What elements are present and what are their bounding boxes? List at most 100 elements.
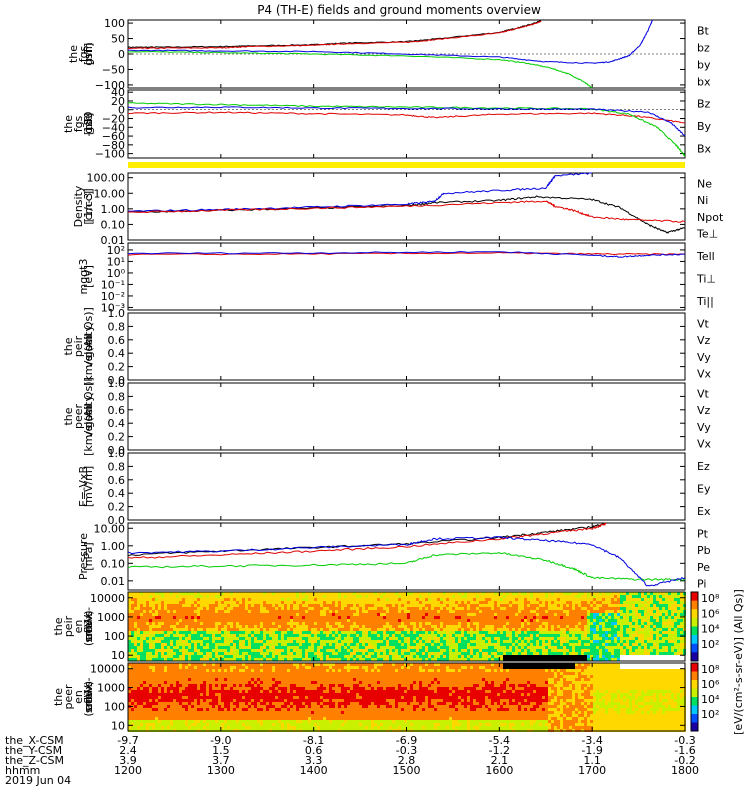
heat-cell: [488, 607, 491, 610]
heat-cell: [236, 616, 239, 619]
heat-cell: [680, 625, 683, 628]
heat-cell: [278, 604, 281, 607]
heat-cell: [479, 652, 482, 655]
heat-cell: [266, 649, 269, 652]
heat-cell: [404, 649, 407, 652]
heat-cell: [143, 666, 146, 669]
heat-cell: [632, 622, 635, 625]
heat-cell: [236, 663, 239, 666]
heat-cell: [476, 610, 479, 613]
heat-cell: [620, 628, 623, 631]
heat-cell: [653, 655, 656, 658]
heat-cell: [329, 631, 332, 634]
heat-cell: [407, 637, 410, 640]
heat-cell: [314, 613, 317, 616]
heat-cell: [602, 622, 605, 625]
heat-cell: [479, 595, 482, 598]
heat-cell: [239, 640, 242, 643]
heat-cell: [572, 666, 575, 669]
panel-frame: [127, 522, 686, 591]
heat-cell: [260, 666, 263, 669]
legend-Vz: Vz: [697, 334, 711, 347]
heat-cell: [194, 666, 197, 669]
heat-cell: [338, 607, 341, 610]
heat-cell: [344, 658, 347, 661]
heat-cell: [212, 628, 215, 631]
heat-cell: [671, 625, 674, 628]
heat-cell: [173, 598, 176, 601]
heat-cell: [434, 640, 437, 643]
heat-cell: [167, 604, 170, 607]
heat-cell: [488, 601, 491, 604]
heat-cell: [677, 652, 680, 655]
heat-cell: [257, 622, 260, 625]
heat-cell: [566, 658, 569, 661]
heat-cell: [437, 613, 440, 616]
heat-cell: [266, 658, 269, 661]
heat-cell: [317, 598, 320, 601]
heat-cell: [497, 610, 500, 613]
heat-cell: [350, 652, 353, 655]
heat-cell: [266, 595, 269, 598]
heat-cell: [533, 598, 536, 601]
heat-cell: [671, 613, 674, 616]
heat-cell: [659, 652, 662, 655]
heat-cell: [476, 643, 479, 646]
heat-cell: [620, 655, 623, 658]
heat-cell: [455, 598, 458, 601]
heat-cell: [578, 652, 581, 655]
heat-cell: [326, 655, 329, 658]
heat-cell: [224, 628, 227, 631]
heat-cell: [323, 601, 326, 604]
heat-cell: [197, 643, 200, 646]
heat-cell: [371, 643, 374, 646]
heat-cell: [560, 628, 563, 631]
heat-cell: [242, 607, 245, 610]
heat-cell: [575, 622, 578, 625]
heat-cell: [482, 595, 485, 598]
heat-cell: [311, 622, 314, 625]
heat-cell: [575, 666, 578, 669]
heat-cell: [185, 598, 188, 601]
heat-cell: [164, 613, 167, 616]
heat-cell: [494, 663, 497, 666]
heat-cell: [293, 607, 296, 610]
heat-cell: [233, 649, 236, 652]
heat-cell: [413, 592, 416, 595]
heat-cell: [191, 643, 194, 646]
heat-cell: [287, 595, 290, 598]
heat-cell: [389, 666, 392, 669]
heat-cell: [284, 663, 287, 666]
heat-cell: [536, 643, 539, 646]
heat-cell: [230, 598, 233, 601]
heat-cell: [311, 631, 314, 634]
heat-cell: [653, 613, 656, 616]
series-Pb: [127, 522, 607, 559]
heat-cell: [350, 595, 353, 598]
heat-cell: [260, 610, 263, 613]
heat-cell: [428, 607, 431, 610]
heat-cell: [131, 634, 134, 637]
heat-cell: [569, 637, 572, 640]
heat-cell: [362, 622, 365, 625]
heat-cell: [416, 646, 419, 649]
heat-cell: [461, 646, 464, 649]
heat-cell: [545, 634, 548, 637]
heat-cell: [533, 622, 536, 625]
heat-cell: [266, 643, 269, 646]
heat-cell: [566, 628, 569, 631]
heat-cell: [290, 649, 293, 652]
heat-cell: [371, 658, 374, 661]
heat-cell: [635, 604, 638, 607]
heat-cell: [533, 616, 536, 619]
heat-cell: [422, 663, 425, 666]
heat-cell: [557, 619, 560, 622]
heat-cell: [560, 595, 563, 598]
heat-cell: [404, 619, 407, 622]
heat-cell: [626, 658, 629, 661]
heat-cell: [245, 658, 248, 661]
heat-cell: [578, 613, 581, 616]
heat-cell: [650, 607, 653, 610]
heat-cell: [353, 610, 356, 613]
heat-cell: [341, 601, 344, 604]
